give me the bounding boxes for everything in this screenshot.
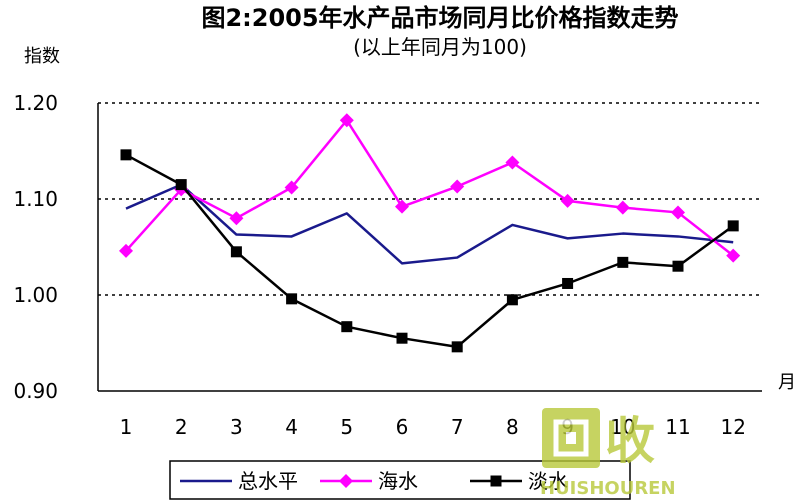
gridlines	[98, 102, 762, 296]
svg-text:HUISHOUREN: HUISHOUREN	[540, 478, 676, 499]
data-point	[286, 293, 298, 305]
data-point	[339, 113, 354, 128]
x-tick-label: 8	[506, 415, 519, 439]
data-point	[450, 179, 465, 194]
y-tick-label: 0.90	[13, 379, 58, 403]
data-point	[560, 193, 575, 208]
x-tick-label: 5	[340, 415, 353, 439]
x-tick-label: 4	[285, 415, 298, 439]
data-point	[175, 179, 187, 191]
x-tick-label: 6	[396, 415, 409, 439]
legend-marker	[490, 475, 502, 487]
legend-label: 淡水	[528, 469, 568, 493]
x-tick-label: 2	[175, 415, 188, 439]
data-point	[229, 211, 244, 226]
y-tick-label: 1.10	[13, 187, 58, 211]
series-3	[120, 149, 739, 353]
data-point	[727, 220, 739, 232]
axes	[97, 103, 762, 392]
x-tick-label: 10	[610, 415, 635, 439]
y-axis-label: 指数	[24, 46, 60, 67]
legend-label: 总水平	[238, 469, 298, 493]
legend-label: 海水	[378, 469, 418, 493]
x-tick-label: 1	[120, 415, 133, 439]
svg-text:收: 收	[605, 412, 655, 470]
data-point	[120, 149, 132, 161]
data-point	[505, 155, 520, 170]
data-point	[395, 199, 409, 214]
data-point	[672, 260, 684, 272]
data-point	[396, 332, 408, 344]
x-axis-label: 月	[778, 372, 796, 393]
data-point	[119, 243, 133, 258]
data-point	[617, 256, 629, 268]
y-tick-label: 1.00	[13, 283, 58, 307]
watermark-logo: 收 HUISHOUREN	[540, 408, 676, 499]
data-point	[284, 180, 299, 195]
data-point	[615, 200, 630, 215]
chart-subtitle: (以上年同月为100)	[353, 35, 527, 59]
series-line	[125, 153, 734, 349]
chart-title: 图2:2005年水产品市场同月比价格指数走势	[201, 4, 678, 32]
x-tick-label: 3	[230, 415, 243, 439]
data-point	[726, 248, 741, 263]
series-line	[125, 183, 734, 265]
data-point	[562, 277, 574, 289]
x-tick-label: 7	[451, 415, 464, 439]
series-1	[125, 183, 734, 265]
data-point	[671, 205, 685, 220]
y-tick-label: 1.20	[13, 91, 58, 115]
x-tick-label: 11	[665, 415, 690, 439]
series-lines	[119, 113, 741, 353]
data-point	[451, 341, 463, 353]
series-line	[125, 119, 734, 257]
data-point	[230, 246, 242, 258]
legend-marker	[339, 474, 353, 488]
data-point	[506, 294, 518, 306]
series-2	[119, 113, 741, 263]
y-tick-labels: 1.20 1.10 1.00 0.90	[13, 91, 58, 403]
x-tick-label: 12	[720, 415, 745, 439]
data-point	[341, 321, 353, 333]
